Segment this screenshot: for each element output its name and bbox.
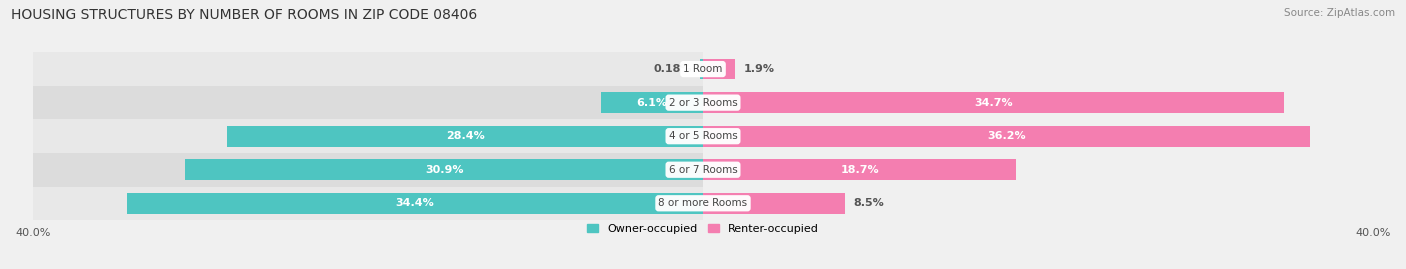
Text: 1.9%: 1.9%	[744, 64, 775, 74]
Text: 36.2%: 36.2%	[987, 131, 1025, 141]
Bar	[32, 86, 703, 119]
Bar	[228, 126, 703, 147]
Text: 18.7%: 18.7%	[841, 165, 879, 175]
Bar	[703, 193, 845, 214]
Text: Source: ZipAtlas.com: Source: ZipAtlas.com	[1284, 8, 1395, 18]
Text: HOUSING STRUCTURES BY NUMBER OF ROOMS IN ZIP CODE 08406: HOUSING STRUCTURES BY NUMBER OF ROOMS IN…	[11, 8, 478, 22]
Bar	[703, 159, 1017, 180]
Text: 8.5%: 8.5%	[853, 198, 884, 208]
Text: 0.18%: 0.18%	[654, 64, 692, 74]
Bar	[600, 92, 703, 113]
Text: 4 or 5 Rooms: 4 or 5 Rooms	[669, 131, 737, 141]
Text: 1 Room: 1 Room	[683, 64, 723, 74]
Bar	[703, 59, 735, 79]
Text: 6 or 7 Rooms: 6 or 7 Rooms	[669, 165, 737, 175]
Bar	[32, 153, 703, 186]
Bar	[703, 92, 1285, 113]
Bar	[186, 159, 703, 180]
Text: 8 or more Rooms: 8 or more Rooms	[658, 198, 748, 208]
Bar	[127, 193, 703, 214]
Bar	[700, 59, 703, 79]
Bar	[703, 126, 1309, 147]
Text: 30.9%: 30.9%	[425, 165, 464, 175]
Bar	[32, 186, 703, 220]
Legend: Owner-occupied, Renter-occupied: Owner-occupied, Renter-occupied	[586, 224, 820, 234]
Text: 28.4%: 28.4%	[446, 131, 485, 141]
Bar	[32, 119, 703, 153]
Text: 34.4%: 34.4%	[395, 198, 434, 208]
Bar	[32, 52, 703, 86]
Text: 34.7%: 34.7%	[974, 98, 1014, 108]
Text: 2 or 3 Rooms: 2 or 3 Rooms	[669, 98, 737, 108]
Text: 6.1%: 6.1%	[637, 98, 668, 108]
